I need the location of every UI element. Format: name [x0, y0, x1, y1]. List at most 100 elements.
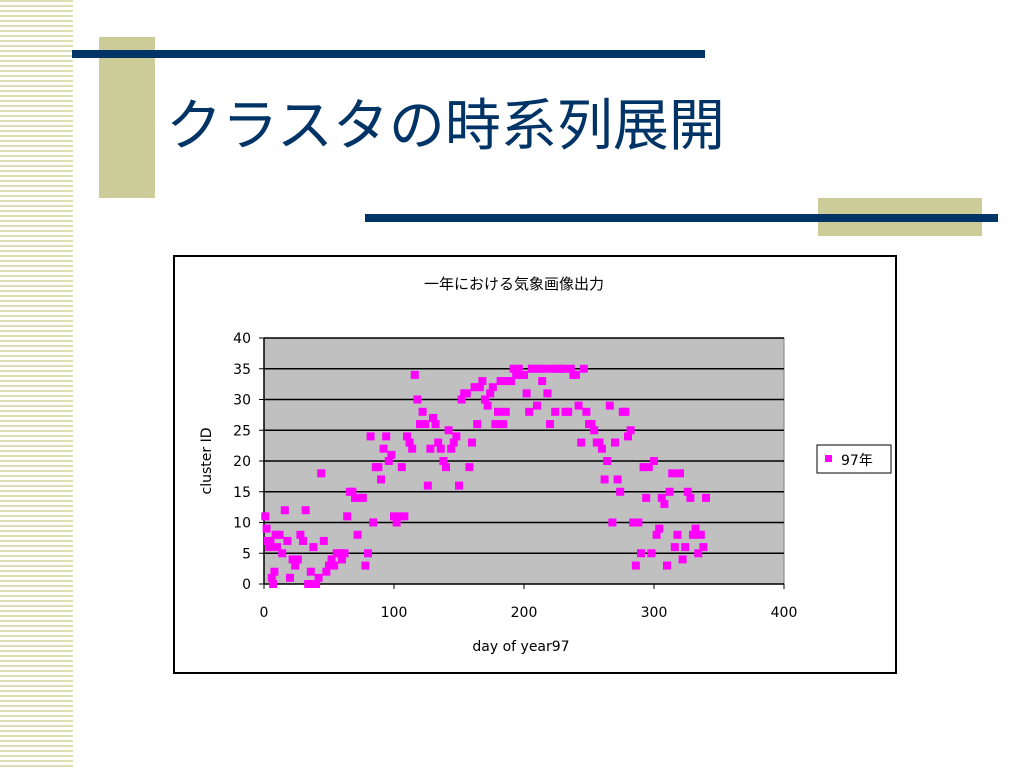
data-point — [647, 549, 656, 558]
data-point — [598, 444, 606, 453]
data-point — [699, 543, 708, 552]
data-point — [644, 463, 653, 472]
data-point — [421, 420, 430, 429]
data-point — [413, 395, 422, 404]
data-point — [405, 438, 414, 447]
data-point — [269, 580, 278, 588]
data-point — [392, 518, 401, 527]
y-tick-label: 15 — [233, 485, 251, 501]
data-point — [304, 580, 313, 588]
data-point — [374, 463, 383, 472]
data-point — [572, 370, 580, 379]
y-tick-label: 5 — [242, 546, 251, 562]
data-point — [353, 530, 362, 539]
y-axis-label: cluster ID — [199, 428, 215, 495]
data-point — [397, 463, 406, 472]
data-point — [478, 377, 487, 386]
data-point — [673, 530, 682, 539]
data-point — [418, 407, 427, 416]
data-point — [616, 487, 625, 496]
data-point — [660, 500, 669, 509]
data-point — [286, 573, 294, 582]
data-point — [275, 530, 284, 539]
data-point — [468, 438, 476, 447]
x-tick-label: 200 — [511, 605, 538, 621]
data-point — [696, 530, 705, 539]
data-point — [426, 444, 435, 453]
data-point — [533, 401, 541, 410]
data-point — [436, 444, 445, 453]
data-point — [429, 413, 437, 422]
data-point — [273, 543, 281, 552]
data-point — [642, 493, 651, 502]
data-point — [465, 463, 474, 472]
data-point — [686, 493, 695, 502]
data-point — [369, 518, 378, 527]
data-point — [488, 383, 497, 392]
data-point — [520, 370, 528, 379]
data-point — [629, 518, 638, 527]
data-point — [314, 573, 323, 582]
data-point — [548, 364, 557, 373]
data-point — [514, 364, 523, 373]
data-point — [499, 420, 508, 429]
data-point — [265, 543, 274, 552]
data-point — [501, 407, 510, 416]
data-point — [348, 487, 357, 496]
data-point — [270, 567, 279, 576]
y-tick-label: 20 — [233, 454, 251, 470]
top-title-rule — [72, 50, 705, 58]
data-point — [330, 561, 339, 570]
data-point — [621, 407, 630, 416]
data-point — [444, 426, 453, 435]
data-point — [434, 438, 443, 447]
data-point — [382, 432, 391, 441]
data-point — [631, 561, 640, 570]
y-tick-label: 40 — [233, 331, 251, 347]
data-point — [262, 524, 271, 533]
data-point — [390, 512, 398, 521]
data-point — [676, 469, 684, 478]
data-point — [691, 524, 700, 533]
legend-label: 97年 — [841, 453, 873, 469]
data-point — [475, 383, 484, 392]
data-point — [605, 401, 614, 410]
y-tick-label: 30 — [233, 393, 251, 409]
data-point — [343, 512, 352, 521]
data-point — [364, 549, 372, 558]
data-point — [566, 364, 575, 373]
chart-title: 一年における気象画像出力 — [424, 275, 604, 293]
data-point — [496, 377, 505, 386]
y-tick-label: 0 — [242, 577, 251, 593]
data-point — [473, 420, 482, 429]
data-point — [574, 401, 583, 410]
data-point — [387, 450, 396, 459]
data-point — [665, 487, 674, 496]
data-point — [319, 536, 328, 545]
data-point — [551, 407, 560, 416]
y-tick-label: 10 — [233, 516, 251, 532]
data-point — [327, 555, 336, 564]
data-point — [564, 407, 573, 416]
data-point — [457, 395, 466, 404]
data-point — [293, 555, 302, 564]
data-point — [309, 543, 318, 552]
data-point — [595, 438, 604, 447]
data-point — [312, 580, 320, 588]
data-point — [694, 549, 703, 558]
data-point — [301, 506, 310, 515]
data-point — [462, 389, 471, 398]
data-point — [590, 426, 599, 435]
data-point — [634, 518, 643, 527]
x-tick-label: 0 — [260, 605, 269, 621]
data-point — [650, 457, 658, 465]
data-point — [379, 444, 388, 453]
data-point — [670, 543, 679, 552]
data-point — [600, 475, 609, 484]
data-point — [447, 444, 456, 453]
data-point — [335, 549, 344, 558]
data-point — [540, 364, 549, 373]
data-point — [639, 463, 648, 472]
data-point — [512, 370, 521, 379]
